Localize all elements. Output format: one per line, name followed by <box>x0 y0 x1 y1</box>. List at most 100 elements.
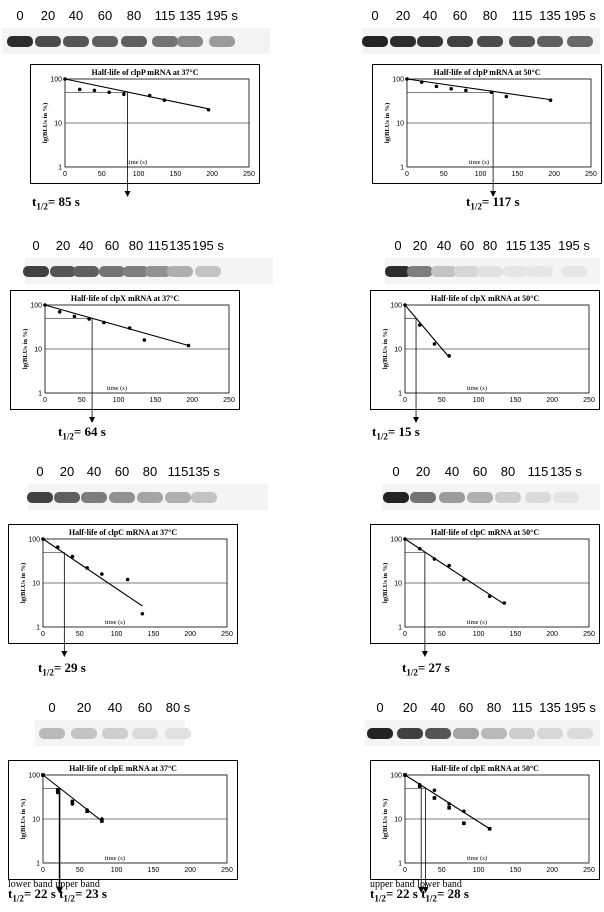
x-tick-label: 250 <box>243 171 255 178</box>
x-tick-label: 0 <box>41 631 45 638</box>
data-point <box>487 594 492 599</box>
gel-band <box>137 492 163 503</box>
y-axis-label: lg(BLUs in %) <box>22 329 29 369</box>
x-tick-label: 100 <box>111 631 123 638</box>
x-tick-label: 250 <box>583 397 595 404</box>
gel-band <box>561 266 587 277</box>
y-tick-label: 1 <box>36 625 40 632</box>
y-tick-label: 100 <box>390 537 402 544</box>
data-point <box>77 87 82 92</box>
timepoint-label: 0 <box>394 238 402 253</box>
timepoint-label: 60 <box>472 464 488 479</box>
gel-band <box>567 36 593 47</box>
timepoint-label: 115 <box>511 700 533 715</box>
timepoint-label: 80 <box>126 8 142 23</box>
data-point <box>464 88 468 93</box>
x-tick-label: 50 <box>76 631 84 638</box>
data-point <box>447 805 451 810</box>
northern-blot-gel <box>23 258 273 284</box>
gel-band <box>27 492 53 503</box>
y-tick-label: 100 <box>390 773 402 780</box>
gel-band <box>145 266 171 277</box>
gel-band <box>92 36 118 47</box>
gel-band <box>123 266 149 277</box>
data-point <box>102 320 106 325</box>
chart-plot: 1 10 100 0 50 100 150 200 250 lg(BLUs in %) time (… <box>382 303 595 423</box>
timepoint-label: 135 <box>179 8 201 23</box>
gel-band <box>425 728 451 739</box>
x-tick-label: 200 <box>184 631 196 638</box>
timepoint-label: 0 <box>48 700 56 715</box>
data-point <box>403 537 407 541</box>
half-life-result: t1/2= 85 s <box>32 194 80 212</box>
gel-band <box>54 492 80 503</box>
gel-band <box>109 492 135 503</box>
data-point <box>548 98 553 102</box>
result-subscript: 1/2 <box>470 201 482 212</box>
result-subscript: 1/2 <box>63 893 75 904</box>
timepoint-label: 135 s <box>188 464 220 479</box>
x-axis-label: time (s) <box>467 385 487 392</box>
result-symbol: t <box>370 886 375 901</box>
data-point <box>462 809 466 814</box>
x-tick-label: 150 <box>510 631 522 638</box>
gel-band <box>132 728 158 739</box>
result-symbol: t <box>58 424 63 439</box>
result-symbol: t <box>402 660 407 675</box>
data-point <box>70 799 75 804</box>
x-tick-label: 50 <box>438 867 446 874</box>
gel-band <box>102 728 128 739</box>
half-life-result: t1/2= 22 s t1/2= 28 s <box>370 886 469 904</box>
northern-blot-gel <box>35 720 191 746</box>
gel-band <box>71 728 97 739</box>
data-point <box>462 821 466 826</box>
regression-line <box>404 304 450 358</box>
gel-band <box>495 492 521 503</box>
timepoint-label: 40 <box>68 8 84 23</box>
gel-band <box>390 36 416 47</box>
x-tick-label: 0 <box>403 867 407 874</box>
data-point <box>87 317 91 321</box>
x-tick-label: 200 <box>184 867 196 874</box>
gel-band <box>453 728 479 739</box>
result-value: = 23 s <box>74 886 107 901</box>
timepoint-label: 20 <box>76 700 92 715</box>
gel-band <box>195 266 221 277</box>
timepoint-label: 0 <box>36 464 44 479</box>
arrow-icon <box>89 417 96 423</box>
y-tick-label: 100 <box>28 537 40 544</box>
timepoint-label: 115 <box>511 8 533 23</box>
chart-plot: 1 10 100 0 50 100 150 200 250 lg(BLUs in %) time (… <box>22 303 235 423</box>
data-point <box>122 92 126 97</box>
data-point <box>100 572 104 576</box>
x-tick-label: 0 <box>63 171 67 178</box>
band-labels: lower band upper band <box>8 879 100 890</box>
timepoint-label: 115 <box>167 464 189 479</box>
half-life-chart: Half-life of clpC mRNA at 50°C 1 10 100 0 50 1… <box>370 524 600 657</box>
result-symbol: t <box>421 886 426 901</box>
timepoint-label: 40 <box>107 700 123 715</box>
x-tick-label: 150 <box>150 397 162 404</box>
data-point <box>432 342 437 346</box>
y-tick-label: 1 <box>38 391 42 398</box>
data-point <box>92 88 97 93</box>
arrow-icon <box>124 191 131 197</box>
timepoint-label: 60 <box>137 700 153 715</box>
y-tick-label: 1 <box>398 391 402 398</box>
arrow-icon <box>421 651 428 657</box>
result-subscript: 1/2 <box>406 667 418 678</box>
gel-band <box>209 36 235 47</box>
gel-band <box>537 36 563 47</box>
y-axis-label: lg(BLUs in %) <box>384 103 391 143</box>
y-tick-label: 1 <box>398 861 402 868</box>
timepoint-label: 135 s <box>550 464 582 479</box>
result-symbol: t <box>32 194 37 209</box>
y-axis-label: lg(BLUs in %) <box>382 799 389 839</box>
timepoint-label: 20 <box>412 238 428 253</box>
y-tick-label: 10 <box>54 121 62 128</box>
gel-band <box>477 266 503 277</box>
data-point <box>85 809 89 814</box>
arrow-icon <box>61 651 68 657</box>
x-tick-label: 200 <box>546 631 558 638</box>
y-tick-label: 10 <box>394 581 402 588</box>
